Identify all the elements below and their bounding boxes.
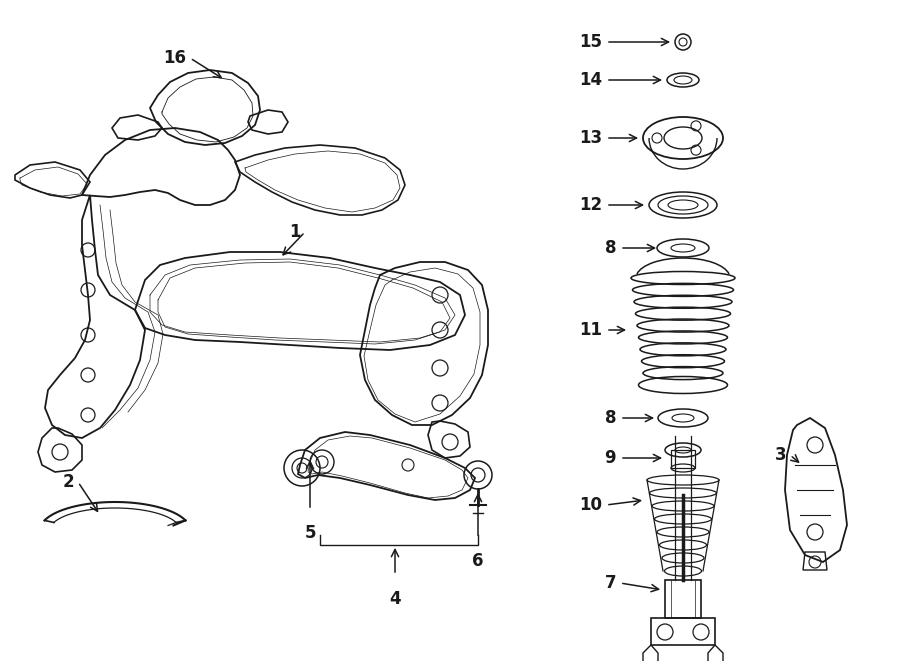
Text: 13: 13: [579, 129, 602, 147]
Text: 12: 12: [579, 196, 602, 214]
Text: 11: 11: [579, 321, 602, 339]
Text: 4: 4: [389, 590, 400, 608]
Text: 2: 2: [62, 473, 74, 491]
Text: 8: 8: [605, 409, 616, 427]
Text: 8: 8: [605, 239, 616, 257]
Text: 5: 5: [304, 524, 316, 542]
Text: 15: 15: [579, 33, 602, 51]
Text: 7: 7: [605, 574, 616, 592]
Text: 3: 3: [774, 446, 786, 464]
Text: 14: 14: [579, 71, 602, 89]
Text: 6: 6: [472, 552, 484, 570]
Text: 16: 16: [163, 49, 186, 67]
Text: 10: 10: [579, 496, 602, 514]
Text: 9: 9: [605, 449, 616, 467]
Text: 1: 1: [290, 223, 301, 241]
